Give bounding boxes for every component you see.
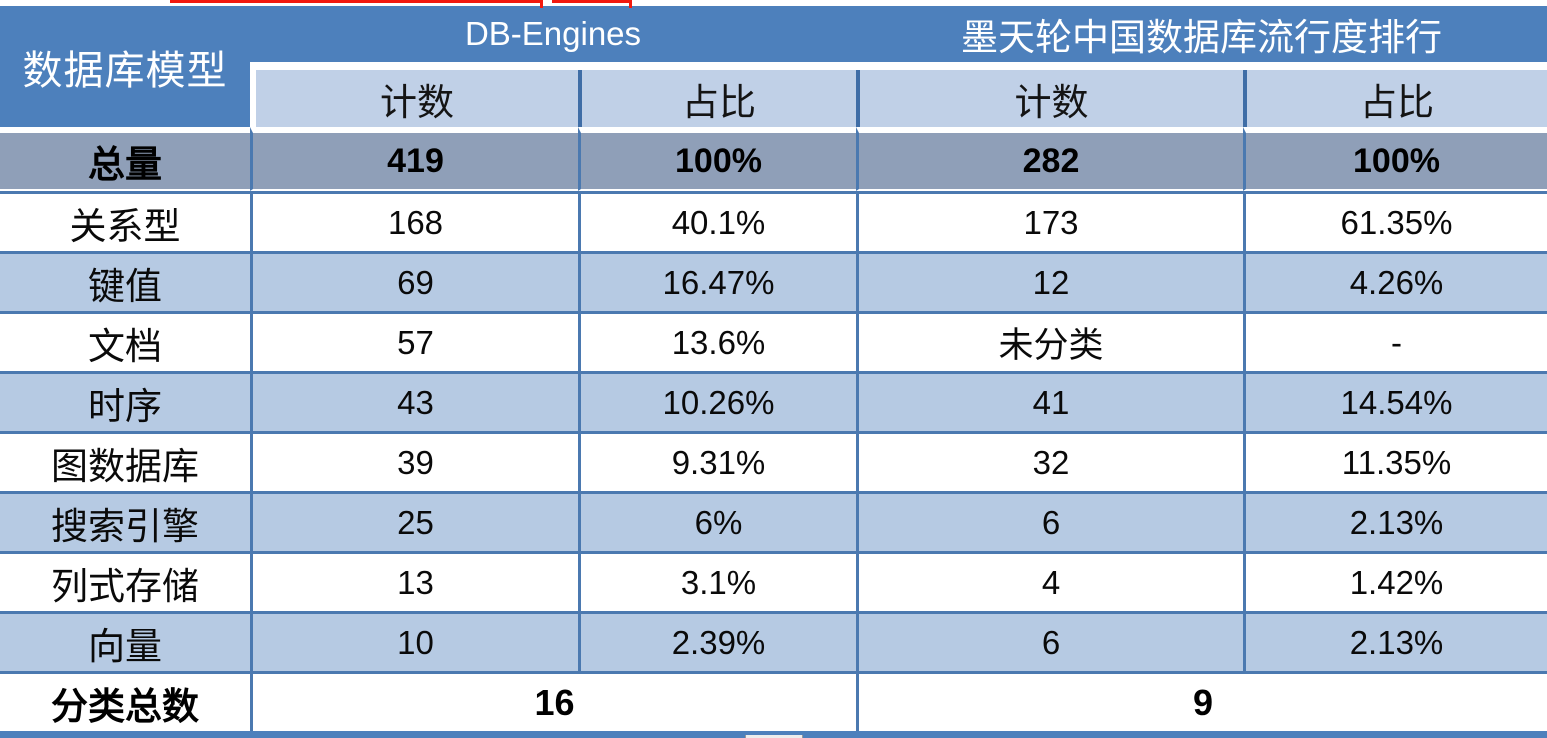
cell-value: 16.47%	[578, 251, 856, 311]
red-underline-fragment	[552, 0, 632, 3]
table-row: 向量 10 2.39% 6 2.13%	[0, 611, 1547, 671]
row-label: 键值	[0, 251, 250, 311]
red-underline-fragment	[170, 0, 540, 3]
cell-value: 10.26%	[578, 371, 856, 431]
table-row: 列式存储 13 3.1% 4 1.42%	[0, 551, 1547, 611]
cell-value: 12	[856, 251, 1243, 311]
row-label: 搜索引擎	[0, 491, 250, 551]
cell-value: 11.35%	[1243, 431, 1547, 491]
table-row: 时序 43 10.26% 41 14.54%	[0, 371, 1547, 431]
group-header-motianlun: 墨天轮中国数据库流行度排行	[856, 6, 1547, 70]
table-row-category-totals: 分类总数 16 9	[0, 671, 1547, 731]
cell-value: 6	[856, 491, 1243, 551]
table-row: 文档 57 13.6% 未分类 -	[0, 311, 1547, 371]
cell-value-db-engines-category-count: 16	[250, 671, 856, 731]
cell-value: 39	[250, 431, 578, 491]
cell-value: 2.13%	[1243, 611, 1547, 671]
cell-value: 173	[856, 191, 1243, 251]
table-row: 图数据库 39 9.31% 32 11.35%	[0, 431, 1547, 491]
cell-value: 4.26%	[1243, 251, 1547, 311]
cell-value: 57	[250, 311, 578, 371]
cell-value: 43	[250, 371, 578, 431]
row-label: 向量	[0, 611, 250, 671]
row-label: 列式存储	[0, 551, 250, 611]
cell-value: 13.6%	[578, 311, 856, 371]
cell-value: 9.31%	[578, 431, 856, 491]
subheader-share-db: 占比	[578, 70, 856, 127]
cell-value: 25	[250, 491, 578, 551]
row-label: 分类总数	[0, 671, 250, 731]
cell-value: 6	[856, 611, 1243, 671]
cell-value: 14.54%	[1243, 371, 1547, 431]
cell-value: 168	[250, 191, 578, 251]
cell-value: 419	[250, 127, 578, 191]
cell-value: 1.42%	[1243, 551, 1547, 611]
cell-value: 40.1%	[578, 191, 856, 251]
table-row: 关系型 168 40.1% 173 61.35%	[0, 191, 1547, 251]
cell-value: 100%	[1243, 127, 1547, 191]
row-label: 图数据库	[0, 431, 250, 491]
subheader-count-mtl: 计数	[856, 70, 1243, 127]
cell-value: 61.35%	[1243, 191, 1547, 251]
scrollbar-fragment	[745, 735, 803, 738]
row-label: 时序	[0, 371, 250, 431]
cell-value: 13	[250, 551, 578, 611]
cell-value: 100%	[578, 127, 856, 191]
subheader-share-mtl: 占比	[1243, 70, 1547, 127]
table-row-total: 总量 419 100% 282 100%	[0, 127, 1547, 191]
db-model-comparison-table: 数据库模型 DB-Engines 墨天轮中国数据库流行度排行 计数 占比 计数 …	[0, 6, 1547, 738]
row-label: 文档	[0, 311, 250, 371]
cell-value: 3.1%	[578, 551, 856, 611]
cell-value: 2.13%	[1243, 491, 1547, 551]
cell-value: 282	[856, 127, 1243, 191]
corner-header-cell: 数据库模型	[0, 6, 250, 127]
cell-value: 6%	[578, 491, 856, 551]
row-label: 关系型	[0, 191, 250, 251]
row-label: 总量	[0, 127, 250, 191]
cell-value-motianlun-category-count: 9	[856, 671, 1547, 731]
cell-value: 10	[250, 611, 578, 671]
group-header-db-engines: DB-Engines	[250, 6, 856, 70]
cell-value: 32	[856, 431, 1243, 491]
cell-value: 4	[856, 551, 1243, 611]
table-row: 键值 69 16.47% 12 4.26%	[0, 251, 1547, 311]
cell-value: 69	[250, 251, 578, 311]
cell-value: 未分类	[856, 311, 1243, 371]
table-row: 搜索引擎 25 6% 6 2.13%	[0, 491, 1547, 551]
header-group-row: 数据库模型 DB-Engines 墨天轮中国数据库流行度排行	[0, 6, 1547, 127]
cell-value: 41	[856, 371, 1243, 431]
red-underline-tick	[540, 0, 543, 8]
cell-value: 2.39%	[578, 611, 856, 671]
subheader-row: 计数 占比 计数 占比	[0, 70, 1547, 127]
subheader-count-db: 计数	[250, 70, 578, 127]
cell-value: -	[1243, 311, 1547, 371]
red-underline-tick	[629, 0, 632, 8]
